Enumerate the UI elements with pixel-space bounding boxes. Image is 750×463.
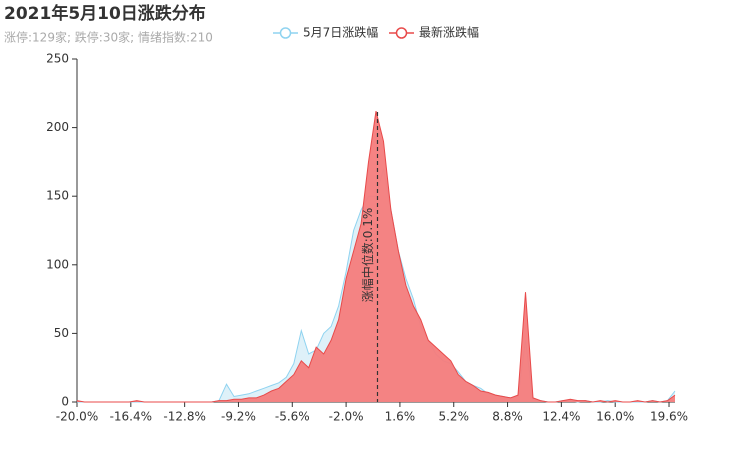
series-line <box>76 110 676 403</box>
x-tick-label: -12.8% <box>163 410 205 424</box>
x-tick-label: -9.2% <box>221 410 256 424</box>
median-label: 涨幅中位数:0.1% <box>360 208 375 303</box>
legend-label: 5月7日涨跌幅 <box>303 25 378 40</box>
x-tick-label: 19.6% <box>650 410 688 424</box>
legend-icon <box>395 27 408 39</box>
x-tick-label: -5.6% <box>275 410 310 424</box>
legend-icon <box>279 27 292 39</box>
chart-subtitle: 涨停:129家; 跌停:30家; 情绪指数:210 <box>4 30 213 45</box>
x-tick-label: 1.6% <box>385 410 416 424</box>
x-tick-label: -20.0% <box>56 410 98 424</box>
y-tick-label: 100 <box>46 257 69 271</box>
y-tick-label: 200 <box>46 120 69 134</box>
y-tick-label: 50 <box>54 326 69 340</box>
y-tick-label: 150 <box>46 189 69 203</box>
y-tick-label: 0 <box>61 395 69 409</box>
chart-title: 2021年5月10日涨跌分布 <box>4 3 206 24</box>
legend-label: 最新涨跌幅 <box>419 25 479 40</box>
x-tick-label: -16.4% <box>110 410 152 424</box>
x-tick-label: 5.2% <box>438 410 469 424</box>
x-tick-label: -2.0% <box>329 410 364 424</box>
area-fill <box>77 111 675 402</box>
x-tick-label: 8.8% <box>492 410 523 424</box>
y-tick-label: 250 <box>46 52 69 66</box>
x-tick-label: 16.0% <box>596 410 634 424</box>
x-tick-label: 12.4% <box>542 410 580 424</box>
